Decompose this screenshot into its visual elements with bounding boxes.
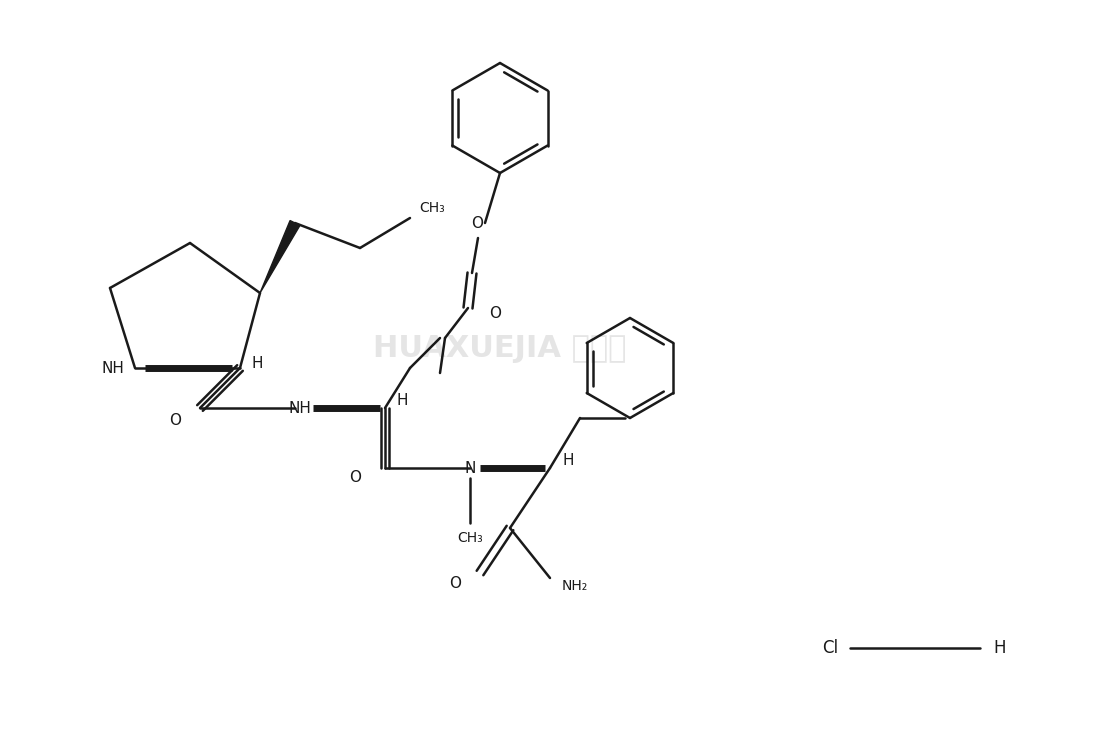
Text: H: H <box>562 453 574 468</box>
Text: CH₃: CH₃ <box>419 201 445 215</box>
Text: HUAXUEJIA 化学加: HUAXUEJIA 化学加 <box>374 334 627 363</box>
Text: O: O <box>489 305 501 320</box>
Text: O: O <box>471 215 483 230</box>
Text: CH₃: CH₃ <box>457 531 483 545</box>
Text: O: O <box>169 412 181 428</box>
Text: O: O <box>449 575 461 590</box>
Text: H: H <box>397 393 408 408</box>
Text: H: H <box>251 355 262 370</box>
Text: N: N <box>464 461 476 476</box>
Text: Cl: Cl <box>822 639 838 657</box>
Text: NH₂: NH₂ <box>562 579 588 593</box>
Text: NH: NH <box>289 400 312 415</box>
Text: O: O <box>349 470 361 485</box>
Text: NH: NH <box>101 361 125 375</box>
Polygon shape <box>260 221 300 293</box>
Text: H: H <box>994 639 1006 657</box>
